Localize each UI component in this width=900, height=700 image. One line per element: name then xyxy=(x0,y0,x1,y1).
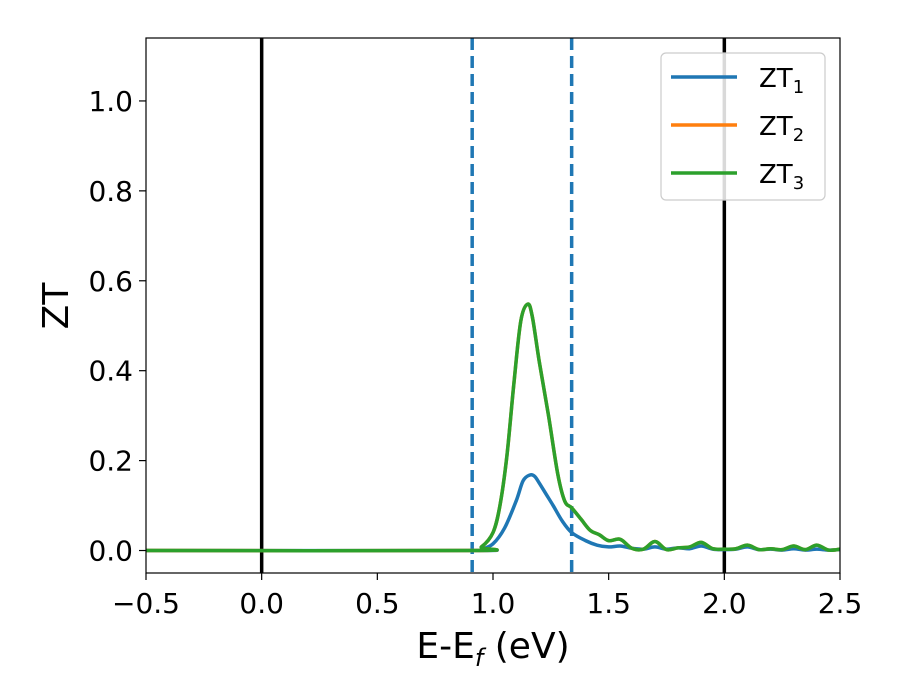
x-tick-label: 1.5 xyxy=(586,587,631,620)
series-line-zt3 xyxy=(146,302,840,553)
x-tick-label: 1.0 xyxy=(471,587,516,620)
x-axis-label: E-Ef (eV) xyxy=(416,626,569,672)
legend-label-zt3: ZT3 xyxy=(759,160,804,194)
y-tick-label: 0.4 xyxy=(88,355,133,388)
y-tick-label: 0.0 xyxy=(88,535,133,568)
legend: ZT1 ZT2 ZT3 xyxy=(660,52,826,201)
series-line-zt2 xyxy=(146,302,840,553)
y-tick-label: 0.6 xyxy=(88,265,133,298)
x-tick-label: 2.5 xyxy=(818,587,863,620)
y-tick-label: 0.2 xyxy=(88,445,133,478)
legend-label-zt1: ZT1 xyxy=(759,64,804,98)
legend-label-zt2: ZT2 xyxy=(759,112,804,146)
axis-ticks: −0.5 0.0 0.5 1.0 1.5 2.0 2.5 0.0 0.2 0.4 0.6 0.8 1.0 xyxy=(88,85,862,620)
x-tick-label: 0.0 xyxy=(239,587,284,620)
y-axis-label: ZT xyxy=(36,282,77,330)
x-tick-label: 0.5 xyxy=(355,587,400,620)
legend-box xyxy=(660,52,826,201)
x-tick-label: 2.0 xyxy=(702,587,747,620)
series-line-zt1 xyxy=(146,472,840,553)
y-tick-label: 1.0 xyxy=(88,85,133,118)
x-tick-label: −0.5 xyxy=(112,587,180,620)
y-tick-label: 0.8 xyxy=(88,175,133,208)
